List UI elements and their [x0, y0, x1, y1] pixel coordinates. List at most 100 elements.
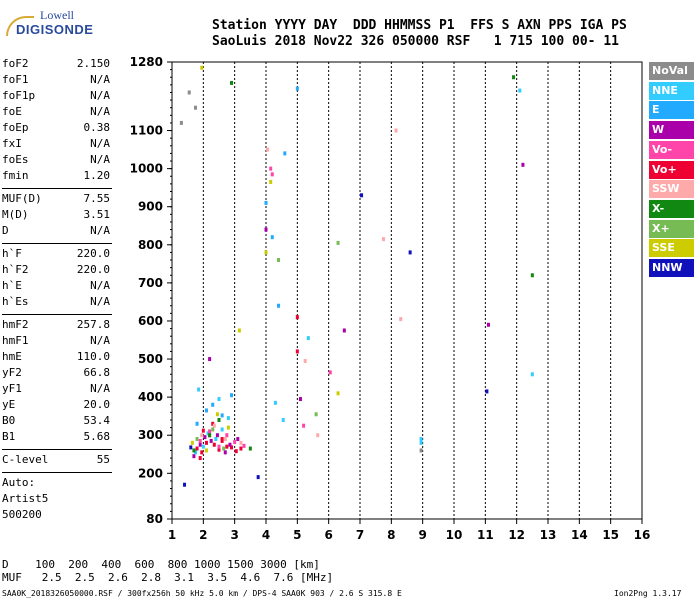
- echo-point: [230, 80, 234, 85]
- echo-point: [192, 454, 196, 459]
- echo-point: [242, 443, 246, 448]
- param-name: yE: [2, 398, 16, 411]
- y-tick-label: 600: [138, 314, 163, 328]
- echo-point: [316, 433, 320, 438]
- echo-point: [198, 438, 202, 443]
- echo-point: [485, 389, 489, 394]
- x-tick-label: 2: [199, 528, 207, 542]
- echo-point: [230, 445, 234, 450]
- echo-point: [214, 437, 218, 442]
- echo-point: [211, 421, 215, 426]
- param-value: N/A: [90, 105, 110, 118]
- y-tick-label: 400: [138, 390, 163, 404]
- echo-point: [223, 450, 227, 455]
- legend-item-x: X+: [649, 219, 694, 238]
- param-name: B0: [2, 414, 16, 427]
- echo-point: [394, 128, 398, 133]
- param-name: hmF1: [2, 334, 29, 347]
- y-tick-label: 300: [138, 428, 163, 442]
- echo-point: [209, 438, 213, 443]
- echo-point: [295, 315, 299, 320]
- param-name: foF1: [2, 73, 29, 86]
- param-name: B1: [2, 430, 16, 443]
- echo-point: [212, 442, 216, 447]
- param-divider: [2, 449, 112, 450]
- x-tick-label: 13: [540, 528, 557, 542]
- param-value: 0.38: [83, 121, 111, 134]
- muf-table: D 100 200 400 600 800 1000 1500 3000 [km…: [2, 558, 333, 584]
- y-tick-label: 1100: [130, 124, 163, 138]
- param-row: MUF(D) 7.55: [2, 192, 110, 208]
- param-value: 53.4: [83, 414, 111, 427]
- echo-point: [306, 336, 310, 341]
- x-tick-label: 15: [602, 528, 619, 542]
- y-tick-label: 800: [138, 238, 163, 252]
- echo-point: [200, 450, 204, 455]
- param-value: N/A: [90, 153, 110, 166]
- echo-point: [217, 444, 221, 449]
- param-value: 5.68: [83, 430, 111, 443]
- auto-scaling-line: 500200: [2, 508, 42, 521]
- logo-line1: Lowell: [40, 8, 74, 22]
- echo-point: [408, 250, 412, 255]
- legend-item-sse: SSE: [649, 239, 694, 258]
- echo-point: [223, 437, 227, 442]
- echo-point: [217, 417, 221, 422]
- param-divider: [2, 314, 112, 315]
- param-value: 7.55: [83, 192, 111, 205]
- param-row: yF1 N/A: [2, 382, 110, 398]
- echo-point: [336, 391, 340, 396]
- x-tick-label: 1: [168, 528, 176, 542]
- param-divider: [2, 188, 112, 189]
- echo-point: [204, 408, 208, 413]
- echo-point: [217, 447, 221, 452]
- echo-point: [295, 349, 299, 354]
- echo-point: [226, 425, 230, 430]
- echo-point: [201, 428, 205, 433]
- param-value: N/A: [90, 382, 110, 395]
- param-row: M(D) 3.51: [2, 208, 110, 224]
- x-tick-label: 4: [262, 528, 270, 542]
- echo-point: [336, 240, 340, 245]
- echo-point: [237, 328, 241, 333]
- echo-point: [360, 193, 364, 198]
- echo-point: [264, 200, 268, 205]
- param-row: D N/A: [2, 224, 110, 240]
- param-name: foF1p: [2, 89, 36, 102]
- param-row: hmF2 257.8: [2, 318, 110, 334]
- echo-point: [217, 397, 221, 402]
- x-tick-label: 8: [387, 528, 395, 542]
- param-name: fxI: [2, 137, 22, 150]
- echo-point: [530, 273, 534, 278]
- param-name: h`F: [2, 247, 22, 260]
- echo-point: [419, 437, 423, 442]
- param-value: 220.0: [76, 263, 110, 276]
- x-tick-label: 7: [356, 528, 364, 542]
- echo-point: [256, 475, 260, 480]
- echo-point: [228, 442, 232, 447]
- x-tick-label: 11: [477, 528, 494, 542]
- legend-item-nnw: NNW: [649, 259, 694, 277]
- param-value: 2.150: [76, 57, 110, 70]
- param-value: 20.0: [83, 398, 111, 411]
- param-name: M(D): [2, 208, 29, 221]
- param-name: h`E: [2, 279, 22, 292]
- echo-point: [179, 120, 183, 125]
- echo-point: [204, 440, 208, 445]
- echo-point: [212, 423, 216, 428]
- muf-distance-row: D 100 200 400 600 800 1000 1500 3000 [km…: [2, 558, 320, 571]
- param-divider: [2, 243, 112, 244]
- echo-point: [314, 412, 318, 417]
- param-row: hmF1 N/A: [2, 334, 110, 350]
- echo-point: [220, 413, 224, 418]
- echo-point: [264, 227, 268, 232]
- x-tick-label: 3: [230, 528, 238, 542]
- echo-point: [211, 427, 215, 432]
- echo-point: [521, 162, 525, 167]
- param-value: 220.0: [76, 247, 110, 260]
- param-name: yF2: [2, 366, 22, 379]
- echo-point: [236, 437, 240, 442]
- param-row: hmE 110.0: [2, 350, 110, 366]
- logo-line2: DIGISONDE: [16, 22, 94, 37]
- x-tick-label: 6: [324, 528, 332, 542]
